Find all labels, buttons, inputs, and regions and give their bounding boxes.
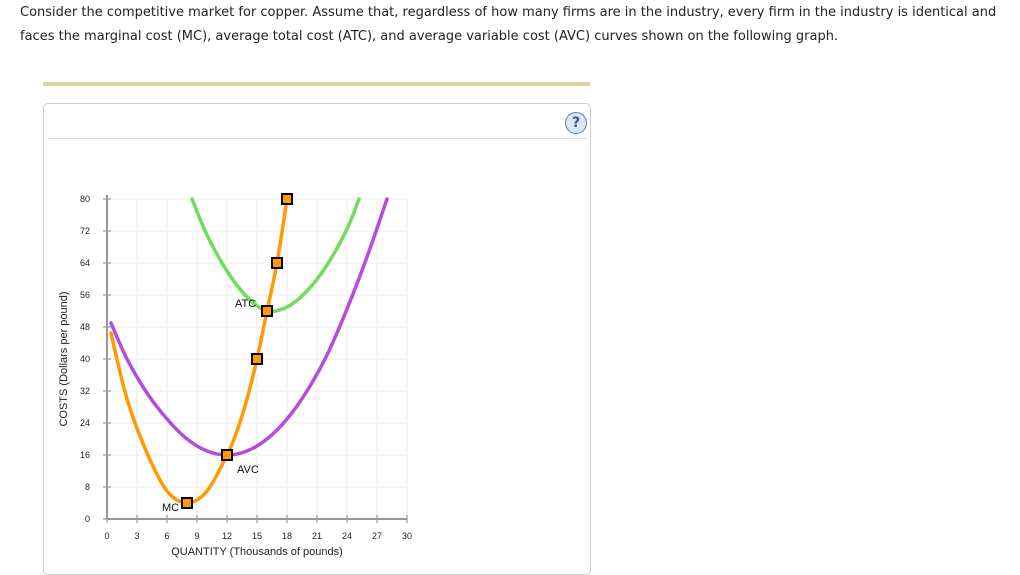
y-tick-label: 64 bbox=[80, 258, 90, 268]
x-tick-label: 21 bbox=[312, 531, 322, 541]
y-tick-label: 32 bbox=[80, 386, 90, 396]
atc-curve bbox=[190, 197, 361, 314]
chart-curves bbox=[109, 197, 389, 505]
square-marker-handle[interactable] bbox=[221, 449, 233, 461]
chart-axes: 0 3 6 9 12 15 18 21 24 27 30 0 8 16 24 32 40 48 56 64 72 80 bbox=[80, 194, 412, 541]
y-tick-label: 80 bbox=[80, 194, 90, 204]
square-marker-handle[interactable] bbox=[281, 193, 293, 205]
y-tick-label: 56 bbox=[80, 290, 90, 300]
y-tick-label: 40 bbox=[80, 354, 90, 364]
help-icon[interactable]: ? bbox=[565, 112, 587, 134]
square-marker-handle[interactable] bbox=[251, 353, 263, 365]
square-marker-handle[interactable] bbox=[261, 305, 273, 317]
prompt-line-1: Consider the competitive market for copp… bbox=[20, 5, 997, 20]
avc-label: AVC bbox=[237, 464, 259, 476]
chart-markers[interactable] bbox=[181, 193, 293, 509]
x-tick-label: 0 bbox=[104, 531, 109, 541]
atc-label: ATC bbox=[235, 298, 256, 310]
y-tick-label: 0 bbox=[85, 514, 90, 524]
cost-curves-chart[interactable]: 0 3 6 9 12 15 18 21 24 27 30 0 8 16 24 32 40 48 56 64 72 80 M… bbox=[0, 0, 1020, 562]
y-tick-label: 8 bbox=[85, 482, 90, 492]
y-tick-label: 48 bbox=[80, 322, 90, 332]
section-divider bbox=[43, 82, 590, 86]
x-tick-label: 27 bbox=[372, 531, 382, 541]
y-tick-label: 16 bbox=[80, 450, 90, 460]
x-tick-label: 30 bbox=[402, 531, 412, 541]
chart-labels: MC ATC AVC bbox=[162, 298, 259, 514]
square-marker-handle[interactable] bbox=[271, 257, 283, 269]
y-tick-label: 24 bbox=[80, 418, 90, 428]
question-prompt: Consider the competitive market for copp… bbox=[20, 1, 1010, 49]
chart-grid bbox=[107, 198, 408, 519]
avc-curve bbox=[109, 197, 389, 457]
x-tick-label: 9 bbox=[194, 531, 199, 541]
x-tick-label: 3 bbox=[134, 531, 139, 541]
prompt-line-2: faces the marginal cost (MC), average to… bbox=[20, 29, 839, 44]
y-tick-label: 72 bbox=[80, 226, 90, 236]
y-axis-title: COSTS (Dollars per pound) bbox=[58, 291, 70, 426]
x-tick-label: 15 bbox=[252, 531, 262, 541]
x-tick-label: 6 bbox=[164, 531, 169, 541]
x-tick-label: 24 bbox=[342, 531, 352, 541]
square-marker-handle[interactable] bbox=[181, 497, 193, 509]
x-tick-label: 18 bbox=[282, 531, 292, 541]
graph-header: ? bbox=[47, 104, 587, 139]
x-axis-title: QUANTITY (Thousands of pounds) bbox=[171, 546, 343, 558]
mc-label: MC bbox=[162, 502, 179, 514]
x-tick-label: 12 bbox=[222, 531, 232, 541]
